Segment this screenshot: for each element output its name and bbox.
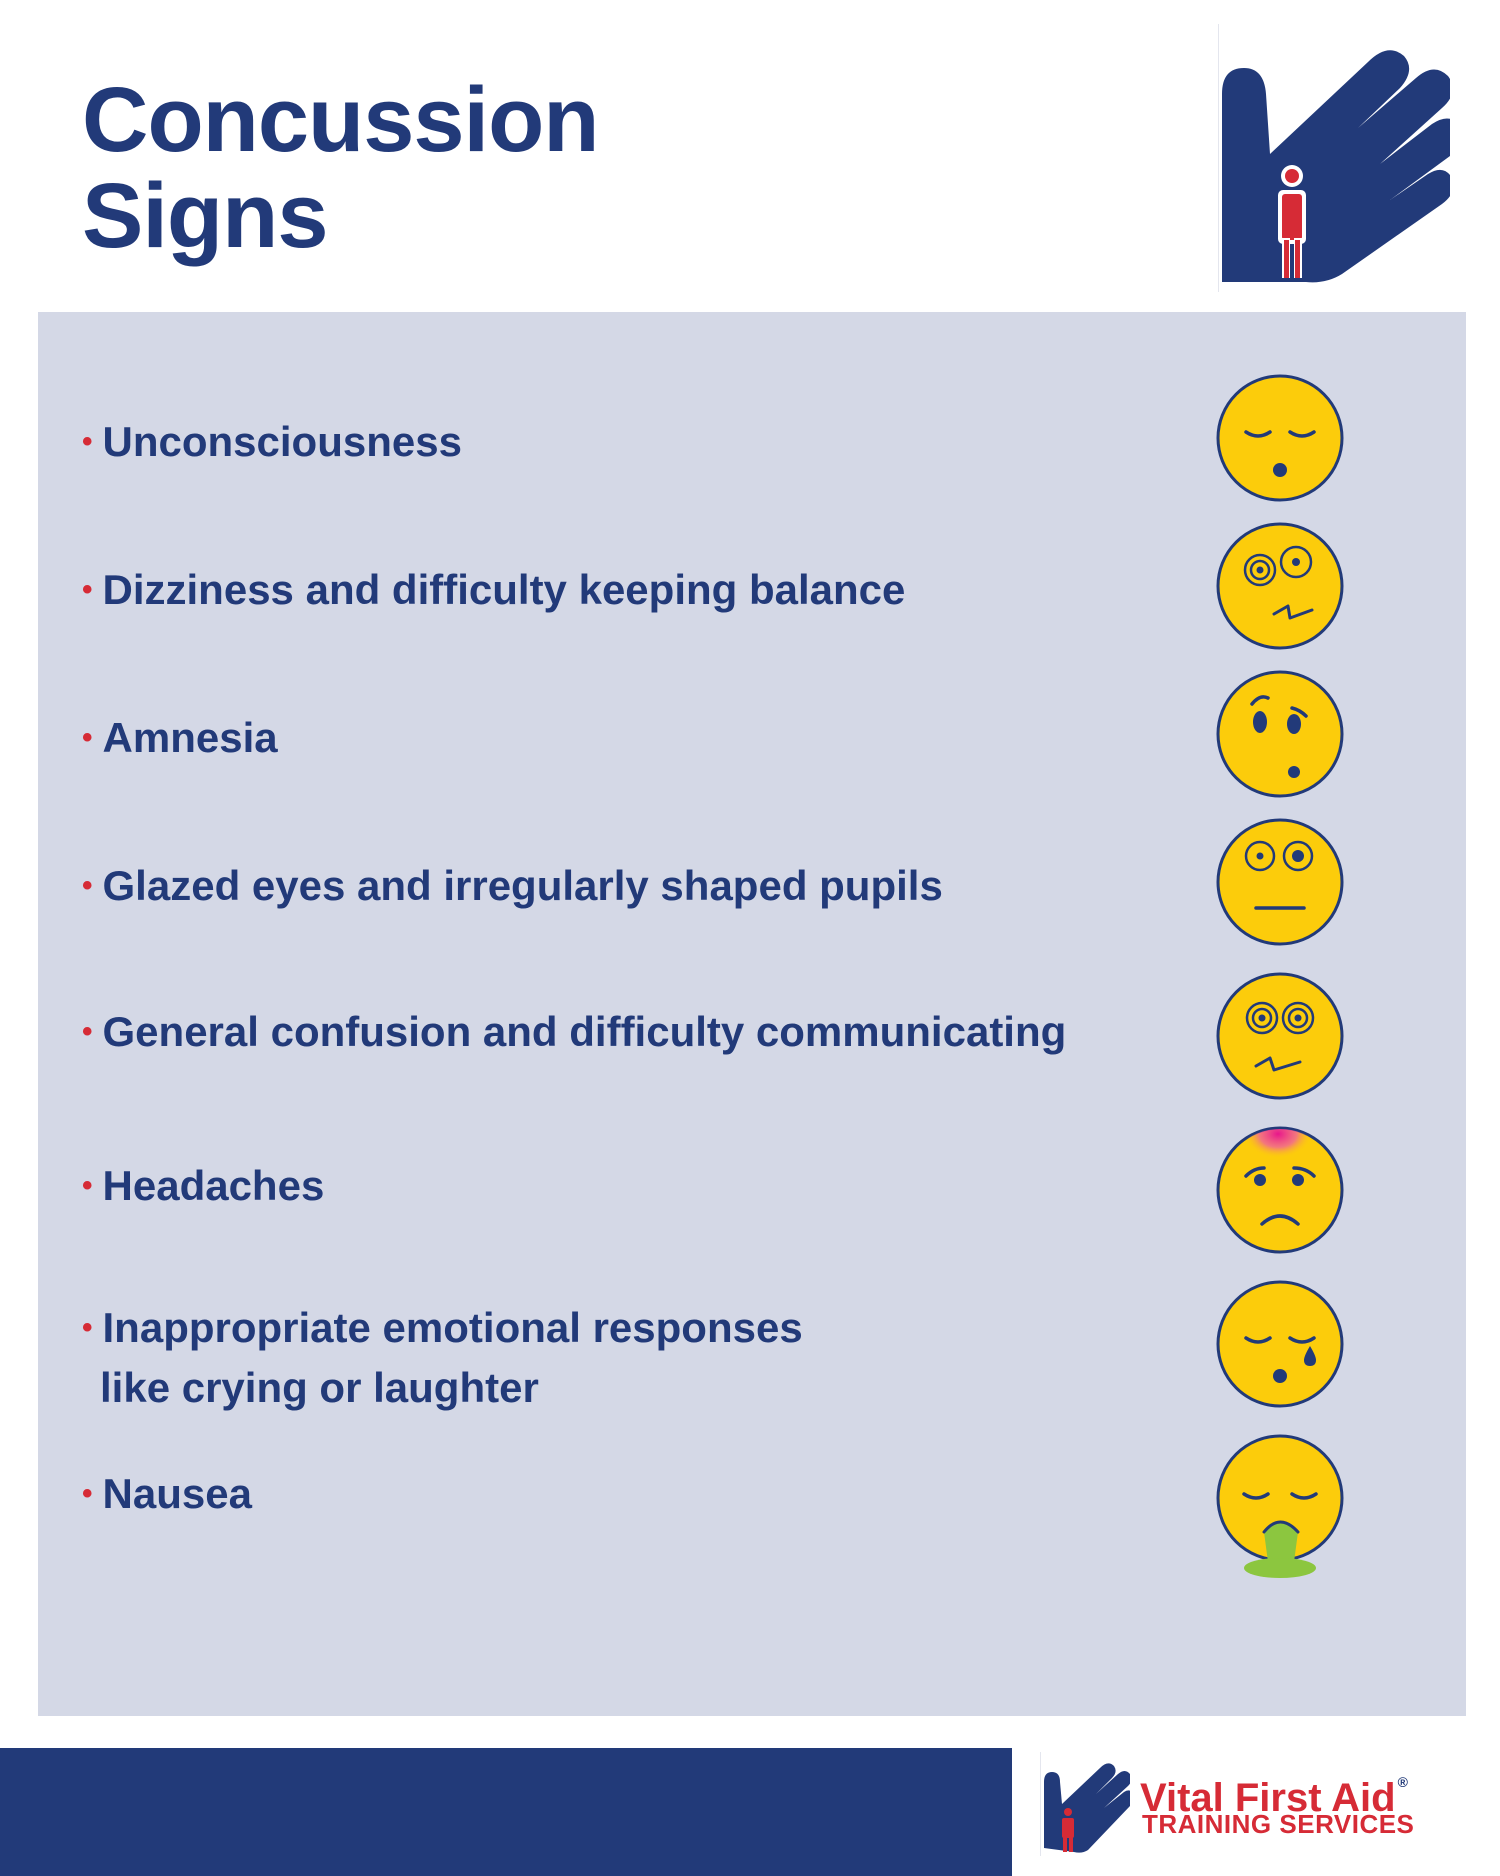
sign-text-line-2: like crying or laughter: [100, 1364, 539, 1411]
sign-text-line-1: Inappropriate emotional responses: [102, 1304, 803, 1351]
bullet: •: [82, 1477, 93, 1510]
sign-text: Dizziness and difficulty keeping balance: [102, 566, 906, 613]
bullet: •: [82, 1169, 93, 1202]
brand-subtitle: TRAINING SERVICES: [1142, 1809, 1415, 1839]
brand-footer: Vital First Aid ® TRAINING SERVICES: [1040, 1752, 1480, 1872]
sign-item-general-confusion: • General confusion and difficulty commun…: [38, 970, 1466, 1100]
dizzy-face-icon: [1216, 522, 1344, 650]
brand-name: Vital First Aid ®: [1140, 1774, 1408, 1820]
hand-logo-icon: [1218, 24, 1450, 292]
sign-text: Glazed eyes and irregularly shaped pupil…: [102, 862, 943, 909]
sign-item-glazed-eyes: • Glazed eyes and irregularly shaped pupi…: [38, 816, 1466, 946]
title-line-1: Concussion: [82, 69, 599, 171]
bullet: •: [82, 1015, 93, 1048]
bullet: •: [82, 573, 93, 606]
unconscious-face-icon: [1216, 374, 1344, 502]
page-title: Concussion Signs: [82, 69, 599, 267]
spiral-eyes-face-icon: [1216, 972, 1344, 1100]
sign-text: Headaches: [102, 1162, 325, 1209]
sign-item-headaches: • Headaches: [38, 1124, 1466, 1254]
confused-face-icon: [1216, 670, 1344, 798]
nausea-face-icon: [1216, 1434, 1344, 1578]
sign-text: Amnesia: [102, 714, 278, 761]
sign-item-emotional-responses: • Inappropriate emotional responses like …: [38, 1278, 1466, 1411]
sign-text: General confusion and difficulty communi…: [102, 1008, 1067, 1055]
crying-face-icon: [1216, 1280, 1344, 1408]
sign-text: Nausea: [102, 1470, 252, 1517]
bullet: •: [82, 1311, 93, 1344]
registered-mark: ®: [1397, 1774, 1408, 1790]
sign-item-unconsciousness: • Unconsciousness: [38, 372, 1466, 502]
sign-item-nausea: • Nausea: [38, 1432, 1466, 1578]
brand-hand-logo-icon: [1040, 1752, 1130, 1856]
headache-face-icon: [1216, 1126, 1344, 1254]
sign-item-amnesia: • Amnesia: [38, 668, 1466, 798]
glazed-eyes-face-icon: [1216, 818, 1344, 946]
bullet: •: [82, 869, 93, 902]
bullet: •: [82, 425, 93, 458]
signs-panel: • Unconsciousness • Dizziness and difficul…: [38, 312, 1466, 1716]
sign-item-dizziness: • Dizziness and difficulty keeping balanc…: [38, 520, 1466, 650]
bullet: •: [82, 721, 93, 754]
footer-bar: [0, 1748, 1012, 1876]
title-line-2: Signs: [82, 165, 328, 267]
sign-text: Unconsciousness: [102, 418, 462, 465]
